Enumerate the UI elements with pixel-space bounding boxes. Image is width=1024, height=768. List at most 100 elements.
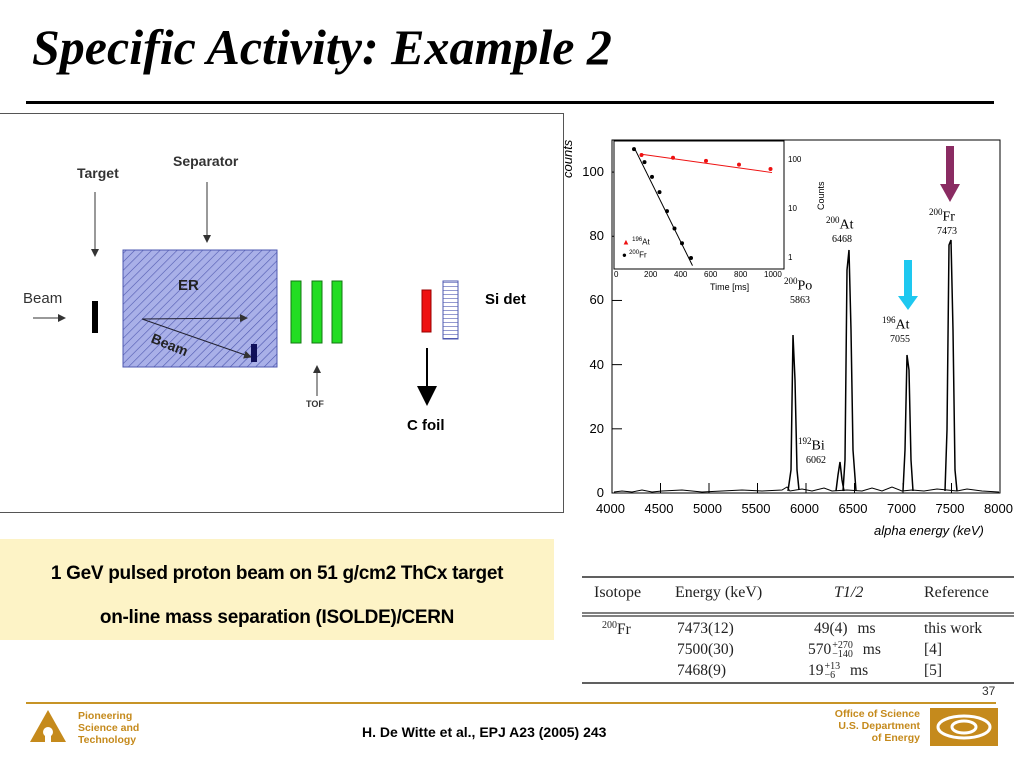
peak-at200-energy: 6468: [832, 233, 852, 245]
inset-x-label: Time [ms]: [710, 282, 750, 292]
inset-y-tick-label: 10: [788, 203, 797, 213]
beam-deflection-arrow: [141, 318, 252, 359]
fr200-point: [689, 256, 693, 260]
y-tick-label: 100: [582, 164, 604, 180]
carbon-foil: [421, 289, 432, 333]
beam-label: Beam: [23, 290, 63, 307]
at196-arrow-shaft: [904, 260, 912, 296]
row-isotope-element: Fr: [617, 621, 631, 639]
at196-point: [639, 153, 644, 158]
page-number: 37: [982, 684, 996, 698]
separator-label: Separator: [173, 153, 239, 169]
inset-x-tick-label: 800: [734, 270, 748, 279]
footer-right-3: of Energy: [871, 732, 920, 744]
peak-bi192-energy: 6062: [806, 454, 826, 466]
footer-right-2: U.S. Department: [838, 720, 920, 732]
inset-y-tick-label: 100: [788, 154, 802, 164]
citation: H. De Witte et al., EPJ A23 (2005) 243: [362, 724, 607, 740]
x-ticks: [611, 483, 1001, 493]
tof-detector-3: [331, 280, 343, 344]
y-axis-label: counts: [560, 139, 575, 178]
inset-x-tick-label: 400: [674, 270, 688, 279]
inset-x-tick-label: 1000: [764, 270, 782, 279]
cell-reference: this work: [924, 620, 983, 637]
peak-fr200-energy: 7473: [937, 225, 957, 237]
y-tick-label: 0: [596, 485, 604, 500]
x-tick-label: 4500: [644, 501, 674, 516]
target-label: Target: [77, 165, 119, 181]
at196-point: [671, 155, 675, 160]
peak-po200-energy: 5863: [790, 294, 810, 306]
peak-label-bi192: 192Bi 6062: [798, 436, 826, 466]
cell-halflife: 49(4) ms: [814, 620, 876, 637]
peak-fr200-mass: 200: [929, 207, 943, 217]
peak-at196: [902, 354, 914, 492]
inset-legend-fr200: ● 200Fr: [622, 249, 647, 260]
callout-line-1: 1 GeV pulsed proton beam on 51 g/cm2 ThC…: [50, 563, 504, 584]
fr-arrow-shaft: [946, 146, 954, 184]
x-tick-label: 7500: [935, 501, 965, 516]
inset-legend: ▲ 196At ● 200Fr: [622, 235, 650, 260]
tof-label: TOF: [306, 399, 324, 409]
y-tick-label: 40: [589, 356, 604, 372]
inset-legend-fr200-element: Fr: [639, 250, 647, 260]
x-tick-label: 6000: [790, 501, 819, 516]
inset-legend-at196-element: At: [642, 237, 650, 247]
fr200-point: [657, 190, 662, 195]
peak-fr200: [944, 239, 958, 492]
si-detector: [442, 280, 459, 340]
x-tick-label: 8000: [984, 501, 1013, 516]
inset-decay-curves: [632, 147, 773, 266]
at196-point: [768, 167, 773, 172]
cell-halflife: 570 +270 −140 ms: [808, 640, 881, 661]
cell-energy: 7468(9): [677, 662, 727, 679]
footer-left-2: Science and: [78, 722, 140, 734]
table-rules: [582, 576, 1014, 684]
tof-detector-2: [311, 280, 323, 344]
x-axis-label: alpha energy (keV): [874, 523, 984, 538]
peak-bi192-element: Bi: [811, 438, 825, 454]
x-tick-label: 7000: [887, 501, 916, 516]
y-tick-label: 20: [589, 420, 604, 436]
col-header-isotope: Isotope: [594, 584, 642, 601]
fr200-point: [665, 209, 669, 214]
si-det-label: Si det: [485, 291, 526, 308]
cell-energy: 7500(30): [677, 641, 734, 658]
fr200-point: [632, 147, 636, 152]
footer-rule: [26, 702, 996, 704]
c-foil-label: C foil: [407, 417, 445, 434]
cell-energy: 7473(12): [677, 620, 734, 637]
peak-fr200-element: Fr: [942, 209, 955, 225]
peak-po200: [787, 334, 800, 492]
setup-diagram: Target Separator Beam ER Beam TOF Si det…: [0, 113, 564, 513]
col-header-halflife: T1/2: [834, 584, 864, 601]
half-life-table: Isotope Energy (keV) T1/2 Reference 200F…: [582, 575, 1014, 685]
footer-right-1: Office of Science: [834, 708, 920, 720]
row-isotope-mass: 200: [602, 620, 617, 631]
inset-legend-at196: ▲ 196At: [622, 237, 650, 247]
peak-label-at200: 200At 6468: [826, 215, 854, 245]
peak-bi192-mass: 192: [798, 436, 812, 446]
inset-y-tick-label: 1: [788, 253, 793, 262]
col-header-energy: Energy (keV): [675, 584, 763, 601]
fr200-point: [642, 160, 647, 165]
tof-detector-1: [290, 280, 302, 344]
at196-fit-line: [641, 153, 773, 174]
alpha-spectrum: counts alpha energy (keV) 0 20 40 60 80 100 4…: [560, 130, 1024, 540]
inset-x-tick-label: 0: [614, 270, 619, 279]
experiment-callout: 1 GeV pulsed proton beam on 51 g/cm2 ThC…: [0, 539, 554, 640]
y-tick-label: 80: [589, 228, 604, 244]
inset-x-tick-label: 600: [704, 270, 718, 279]
inset-x-tick-label: 200: [644, 270, 658, 279]
inset-legend-at196-mass: 196: [632, 237, 643, 243]
cell-reference: [4]: [924, 641, 943, 658]
cell-halflife: 19 +13 −6 ms: [808, 661, 869, 682]
fr200-point: [672, 226, 677, 231]
col-header-reference: Reference: [924, 584, 989, 601]
peak-at196-mass: 196: [882, 315, 896, 325]
peak-at200-element: At: [839, 217, 854, 233]
footer-tagline: Pioneering Science and Technology: [78, 710, 139, 746]
peak-po200-element: Po: [797, 278, 813, 294]
fr200-point: [680, 241, 684, 246]
x-tick-label: 5000: [693, 501, 722, 516]
